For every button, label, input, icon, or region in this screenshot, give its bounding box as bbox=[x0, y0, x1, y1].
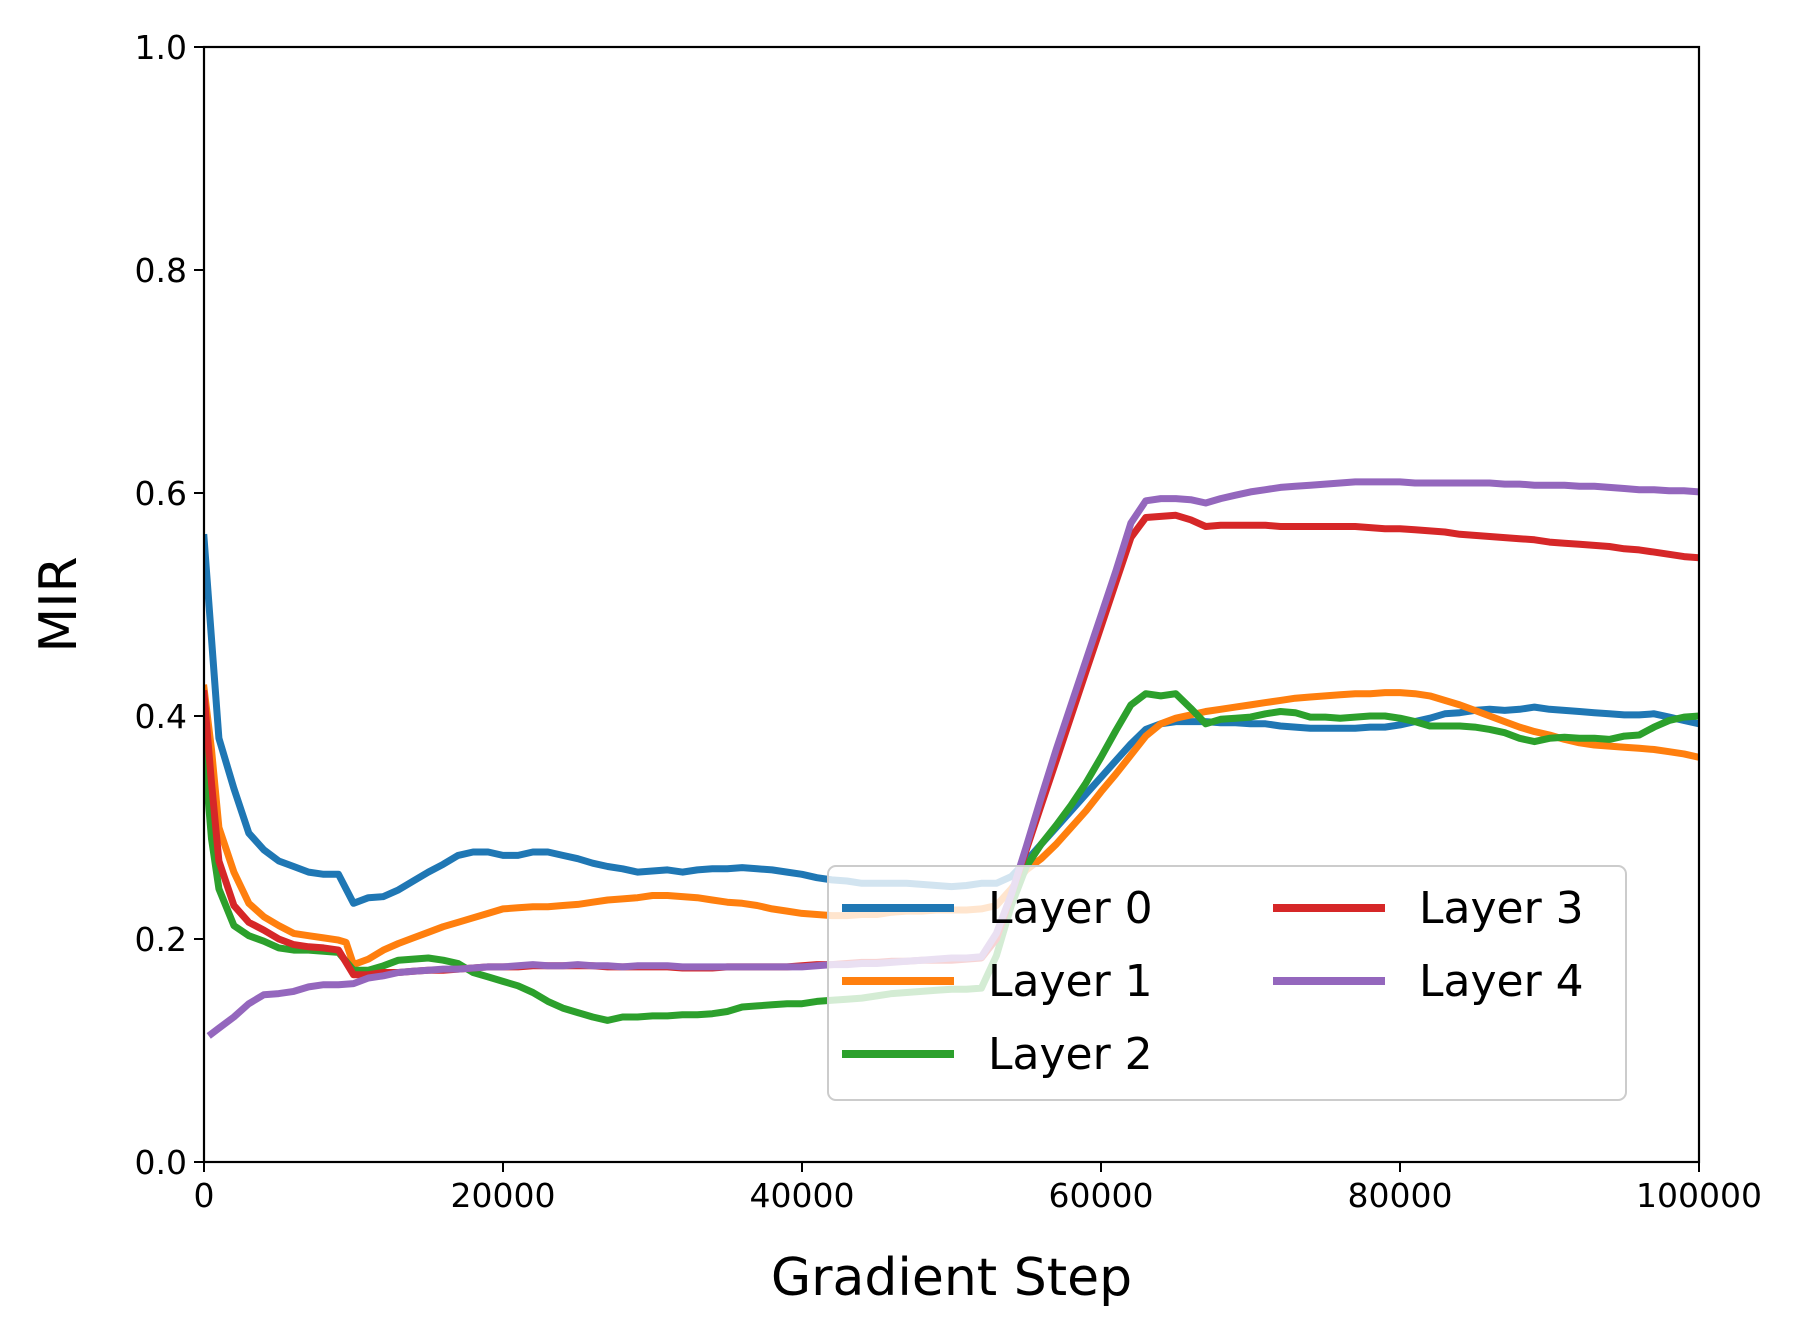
y-tick-label: 0.0 bbox=[135, 1143, 187, 1182]
legend: Layer 0 Layer 1 Layer 2 Layer 3 Layer 4 bbox=[827, 865, 1627, 1101]
legend-label-layer-3: Layer 3 bbox=[1419, 883, 1584, 934]
y-tick-label: 0.8 bbox=[135, 251, 187, 290]
y-tick-label: 0.2 bbox=[135, 920, 187, 959]
x-tick-label: 100000 bbox=[1636, 1176, 1762, 1215]
y-tick-label: 1.0 bbox=[135, 28, 187, 67]
legend-box bbox=[827, 865, 1627, 1101]
x-tick-label: 20000 bbox=[451, 1176, 556, 1215]
x-tick-label: 80000 bbox=[1348, 1176, 1453, 1215]
y-axis-title: MIR bbox=[29, 556, 89, 652]
legend-label-layer-1: Layer 1 bbox=[988, 956, 1153, 1007]
x-tick-label: 0 bbox=[194, 1176, 215, 1215]
y-axis: 0.0 0.2 0.4 0.6 0.8 1.0 bbox=[135, 28, 204, 1182]
x-axis-title: Gradient Step bbox=[771, 1248, 1132, 1308]
x-tick-label: 40000 bbox=[750, 1176, 855, 1215]
y-tick-label: 0.4 bbox=[135, 697, 187, 736]
x-axis: 0 20000 40000 60000 80000 100000 bbox=[194, 1162, 1762, 1215]
plot-frame bbox=[202, 45, 1701, 1164]
legend-label-layer-4: Layer 4 bbox=[1419, 956, 1584, 1007]
x-tick-label: 60000 bbox=[1049, 1176, 1154, 1215]
legend-label-layer-2: Layer 2 bbox=[988, 1029, 1153, 1080]
y-tick-label: 0.6 bbox=[135, 474, 187, 513]
legend-label-layer-0: Layer 0 bbox=[988, 883, 1153, 934]
